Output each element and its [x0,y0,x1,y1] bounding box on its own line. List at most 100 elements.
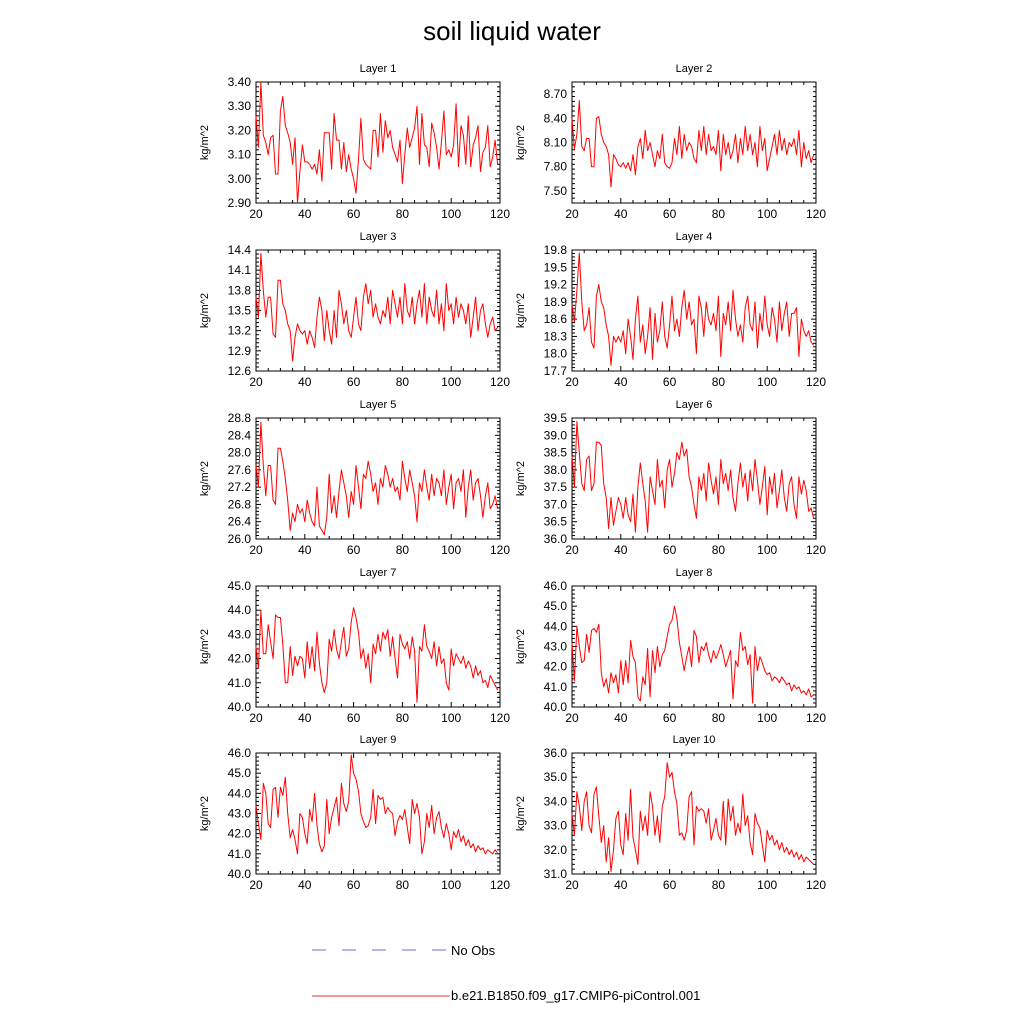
y-tick-label: 28.0 [228,446,252,460]
x-tick-label: 60 [663,207,677,221]
x-tick-label: 20 [249,375,263,389]
panels-area: Layer 1 kg/m^2 20 40 60 80 100 120 2.90 3.00 3.10 3… [199,63,826,892]
panel-layer-9: Layer 9 kg/m^2 20 40 60 80 100 120 40.0 41.0 42.0 4… [199,734,510,892]
x-tick-label: 40 [614,878,628,892]
y-tick-label: 45.0 [228,579,252,593]
y-tick-label: 41.0 [228,676,252,690]
x-tick-label: 100 [441,375,461,389]
plot-frame [571,417,817,540]
y-tick-label: 43.0 [228,807,252,821]
y-tick-label: 40.0 [544,700,568,714]
x-tick-label: 80 [712,878,726,892]
series-line [255,81,499,204]
y-tick-label: 37.5 [544,480,568,494]
y-axis-label: kg/m^2 [199,796,211,831]
x-tick-label: 60 [663,711,677,725]
x-tick-label: 80 [712,207,726,221]
x-tick-label: 100 [441,711,461,725]
y-tick-label: 19.2 [544,278,568,292]
y-tick-label: 18.0 [544,347,568,361]
x-tick-label: 120 [806,207,826,221]
x-tick-label: 60 [663,543,677,557]
x-tick-label: 20 [565,207,579,221]
series-line [571,605,814,704]
y-tick-label: 45.0 [228,766,252,780]
y-tick-label: 37.0 [544,497,568,511]
plot-frame [571,81,817,204]
y-tick-label: 34.0 [544,794,568,808]
panel-title: Layer 5 [360,399,397,411]
x-tick-label: 100 [441,878,461,892]
x-tick-label: 100 [757,207,777,221]
y-tick-label: 28.4 [228,428,252,442]
figure-title: soil liquid water [423,16,601,46]
y-tick-label: 42.0 [228,827,252,841]
x-tick-label: 20 [565,543,579,557]
x-tick-label: 80 [712,543,726,557]
panel-layer-3: Layer 3 kg/m^2 20 40 60 80 100 120 12.6 12.9 13.2 1… [199,231,510,389]
y-tick-label: 44.0 [228,786,252,800]
panel-title: Layer 3 [360,231,397,243]
x-tick-label: 80 [396,207,410,221]
x-tick-label: 120 [806,543,826,557]
x-tick-label: 100 [757,375,777,389]
x-tick-label: 120 [490,711,510,725]
y-tick-label: 12.9 [228,344,252,358]
panel-layer-4: Layer 4 kg/m^2 20 40 60 80 100 120 17.7 18.0 18.3 1… [515,231,826,389]
y-tick-label: 2.90 [228,196,252,210]
series-line [571,100,815,188]
y-tick-label: 36.0 [544,532,568,546]
x-tick-label: 80 [712,711,726,725]
y-tick-label: 26.0 [228,532,252,546]
x-tick-label: 60 [347,878,361,892]
series-line [571,421,815,533]
y-axis-label: kg/m^2 [515,125,527,160]
y-tick-label: 18.9 [544,295,568,309]
y-tick-label: 35.0 [544,770,568,784]
y-axis-label: kg/m^2 [199,629,211,664]
x-tick-label: 40 [614,711,628,725]
x-tick-label: 100 [757,543,777,557]
y-tick-label: 43.0 [228,627,252,641]
y-tick-label: 41.0 [228,847,252,861]
y-tick-label: 27.6 [228,463,252,477]
y-tick-label: 19.8 [544,243,568,257]
x-tick-label: 120 [490,207,510,221]
y-tick-label: 14.4 [228,243,252,257]
panel-title: Layer 10 [673,734,716,746]
y-axis-label: kg/m^2 [515,796,527,831]
x-tick-label: 100 [757,878,777,892]
x-tick-label: 40 [614,543,628,557]
x-tick-label: 80 [712,375,726,389]
panel-layer-10: Layer 10 kg/m^2 20 40 60 80 100 120 31.0 32.0 33.0… [515,734,826,892]
y-tick-label: 13.2 [228,324,252,338]
x-tick-label: 40 [614,207,628,221]
x-tick-label: 40 [298,207,312,221]
y-tick-label: 38.0 [544,463,568,477]
y-axis-label: kg/m^2 [515,629,527,664]
y-tick-label: 46.0 [228,746,252,760]
plot-frame [255,585,501,708]
plot-frame [255,81,501,204]
x-tick-label: 40 [614,375,628,389]
x-tick-label: 60 [347,711,361,725]
legend-no-obs-label: No Obs [451,943,496,958]
y-axis-label: kg/m^2 [515,293,527,328]
x-tick-label: 20 [249,878,263,892]
y-tick-label: 38.5 [544,446,568,460]
plot-frame [255,752,501,875]
y-tick-label: 26.8 [228,497,252,511]
y-tick-label: 28.8 [228,411,252,425]
x-tick-label: 20 [565,375,579,389]
panel-layer-7: Layer 7 kg/m^2 20 40 60 80 100 120 40.0 41.0 42.0 4… [199,567,510,725]
panel-layer-2: Layer 2 kg/m^2 20 40 60 80 100 120 7.50 7.80 8.10 8… [515,63,826,221]
panel-title: Layer 8 [676,567,713,579]
y-axis-label: kg/m^2 [199,125,211,160]
y-tick-label: 33.0 [544,819,568,833]
y-tick-label: 8.10 [544,136,568,150]
x-tick-label: 100 [441,207,461,221]
x-tick-label: 40 [298,375,312,389]
y-tick-label: 36.0 [544,746,568,760]
x-tick-label: 20 [249,543,263,557]
y-tick-label: 3.40 [228,75,252,89]
